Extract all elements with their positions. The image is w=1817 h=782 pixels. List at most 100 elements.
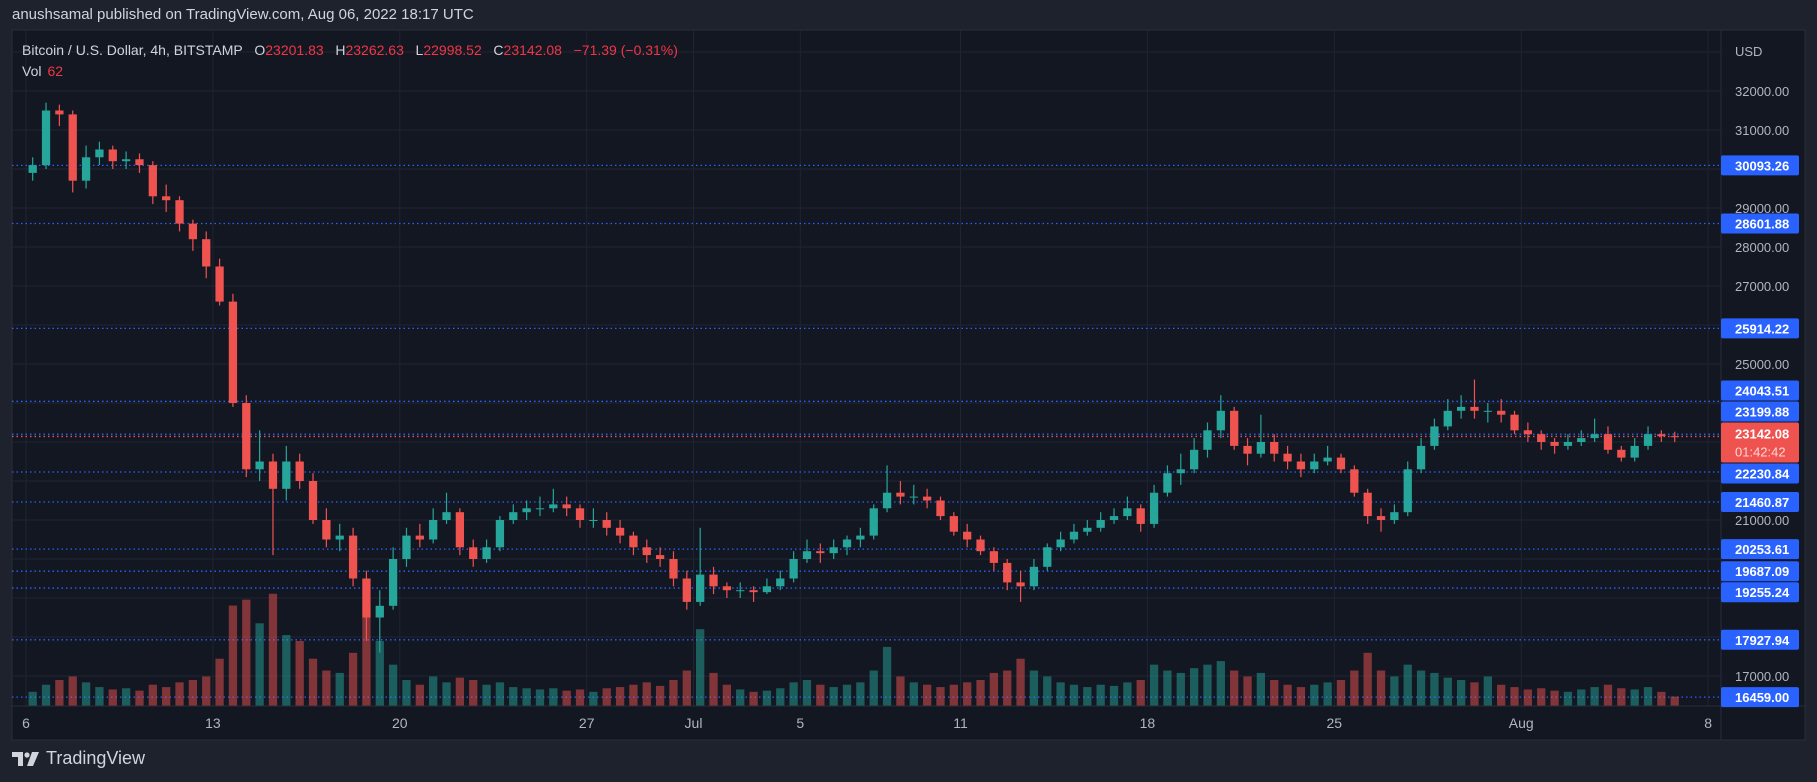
candle-body[interactable] <box>482 547 491 559</box>
candle-body[interactable] <box>228 301 238 403</box>
candle-body[interactable] <box>1096 520 1105 528</box>
candle-body[interactable] <box>1310 461 1319 470</box>
candle-body[interactable] <box>41 110 51 166</box>
candle-body[interactable] <box>856 535 865 540</box>
candle-body[interactable] <box>148 165 157 197</box>
candle-body[interactable] <box>1523 430 1533 435</box>
candle-body[interactable] <box>642 547 651 556</box>
candle-body[interactable] <box>1323 457 1332 462</box>
candle-body[interactable] <box>335 535 344 540</box>
candle-body[interactable] <box>415 535 424 540</box>
candle-body[interactable] <box>375 605 384 618</box>
candle-body[interactable] <box>469 547 478 559</box>
candle-body[interactable] <box>1563 442 1573 446</box>
candle-body[interactable] <box>308 481 318 520</box>
candle-body[interactable] <box>909 496 918 498</box>
candle-body[interactable] <box>776 578 785 587</box>
candle-body[interactable] <box>575 508 585 520</box>
candle-body[interactable] <box>388 559 398 606</box>
candle-body[interactable] <box>295 461 304 482</box>
candle-body[interactable] <box>963 531 972 540</box>
candle-body[interactable] <box>429 520 438 540</box>
candle-body[interactable] <box>896 492 905 497</box>
candle-body[interactable] <box>615 527 625 536</box>
candle-body[interactable] <box>1069 531 1079 540</box>
candle-body[interactable] <box>1029 566 1039 587</box>
candle-body[interactable] <box>1630 445 1639 458</box>
candle-body[interactable] <box>589 520 598 521</box>
candle-body[interactable] <box>1376 516 1386 520</box>
candle-body[interactable] <box>495 520 505 548</box>
candle-body[interactable] <box>1470 406 1479 411</box>
candle-body[interactable] <box>936 500 945 517</box>
candle-body[interactable] <box>108 149 117 162</box>
candle-body[interactable] <box>976 539 985 552</box>
candle-body[interactable] <box>549 504 558 509</box>
candle-body[interactable] <box>1363 492 1372 517</box>
candle-body[interactable] <box>882 492 892 509</box>
candle-body[interactable] <box>682 578 691 602</box>
candle-body[interactable] <box>1083 527 1092 532</box>
candle-body[interactable] <box>1016 582 1025 587</box>
candle-body[interactable] <box>1163 473 1172 493</box>
candle-body[interactable] <box>1657 434 1666 437</box>
candle-body[interactable] <box>1216 410 1225 431</box>
candle-body[interactable] <box>162 196 171 201</box>
candle-body[interactable] <box>1336 457 1346 470</box>
candle-body[interactable] <box>268 461 278 489</box>
time-axis[interactable]: 6 13 20 27 Jul 5 11 18 25 Aug 8 <box>22 715 1712 731</box>
candle-body[interactable] <box>1056 539 1065 548</box>
candle-body[interactable] <box>1403 469 1412 513</box>
candle-body[interactable] <box>455 512 465 548</box>
candle-body[interactable] <box>1443 410 1452 427</box>
candle-body[interactable] <box>1643 434 1653 446</box>
candle-body[interactable] <box>1483 410 1492 412</box>
candle-body[interactable] <box>1256 442 1266 454</box>
candle-body[interactable] <box>121 159 131 162</box>
candle-body[interactable] <box>282 461 291 489</box>
candle-body[interactable] <box>629 535 638 548</box>
candle-body[interactable] <box>869 508 878 536</box>
candle-body[interactable] <box>442 512 451 520</box>
candle-body[interactable] <box>402 535 411 559</box>
candle-body[interactable] <box>1270 442 1279 454</box>
candle-body[interactable] <box>81 157 91 181</box>
candle-body[interactable] <box>802 551 812 559</box>
candle-body[interactable] <box>202 239 211 267</box>
candle-body[interactable] <box>709 574 718 587</box>
candle-body[interactable] <box>68 114 77 181</box>
candle-body[interactable] <box>509 512 518 520</box>
candle-body[interactable] <box>175 200 184 224</box>
candle-body[interactable] <box>1003 562 1012 583</box>
candle-body[interactable] <box>1136 508 1145 524</box>
candle-body[interactable] <box>989 551 999 563</box>
candle-body[interactable] <box>602 520 611 528</box>
candle-body[interactable] <box>1243 445 1252 454</box>
candle-body[interactable] <box>816 551 825 554</box>
candle-body[interactable] <box>655 555 665 559</box>
candle-body[interactable] <box>1149 492 1159 524</box>
candle-body[interactable] <box>762 586 772 593</box>
candle-body[interactable] <box>135 159 144 166</box>
candle-body[interactable] <box>829 547 838 554</box>
tradingview-logo[interactable]: TradingView <box>12 748 145 769</box>
candle-body[interactable] <box>1430 426 1439 446</box>
candle-body[interactable] <box>1189 449 1199 470</box>
candle-body[interactable] <box>1456 406 1466 411</box>
candle-body[interactable] <box>255 461 264 470</box>
candle-body[interactable] <box>1497 410 1506 415</box>
candle-body[interactable] <box>1043 547 1052 567</box>
candle-body[interactable] <box>1283 453 1292 462</box>
candle-body[interactable] <box>1670 436 1679 438</box>
candle-body[interactable] <box>535 508 545 510</box>
candle-body[interactable] <box>1577 438 1586 442</box>
price-axis[interactable]: 32000.00 31000.00 29000.00 28000.00 27000.00… <box>1735 84 1789 684</box>
candle-body[interactable] <box>522 508 531 513</box>
candle-body[interactable] <box>1350 469 1359 493</box>
candle-body[interactable] <box>922 496 932 501</box>
candle-body[interactable] <box>789 559 798 579</box>
candle-body[interactable] <box>1390 512 1399 520</box>
candle-body[interactable] <box>1550 442 1559 446</box>
candle-body[interactable] <box>1617 449 1626 458</box>
candle-body[interactable] <box>749 590 758 593</box>
